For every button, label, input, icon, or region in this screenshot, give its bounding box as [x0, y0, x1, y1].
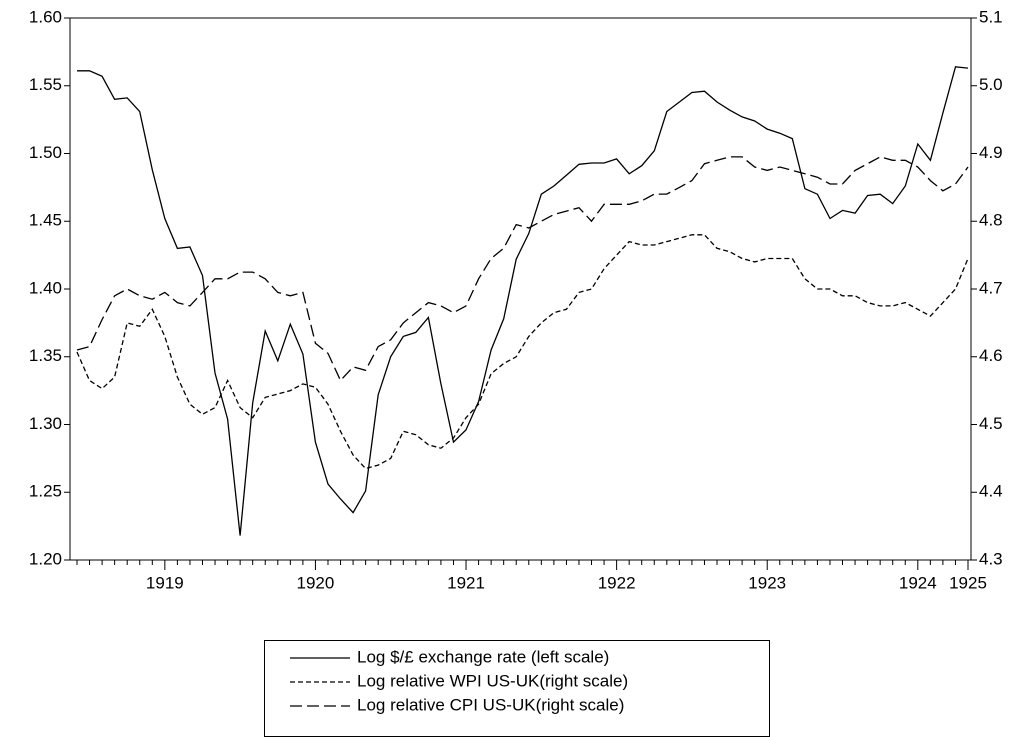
x-tick-label: 1924: [899, 573, 937, 592]
x-tick-label: 1922: [598, 573, 636, 592]
legend-label: Log relative WPI US-UK(right scale): [357, 671, 628, 690]
legend-label: Log relative CPI US-UK(right scale): [357, 695, 624, 714]
legend-label: Log $/£ exchange rate (left scale): [357, 647, 609, 666]
y-tick-label: 1.25: [29, 482, 62, 501]
y2-tick-label: 4.7: [979, 278, 1003, 297]
y-tick-label: 1.20: [29, 549, 62, 568]
series-line: [77, 66, 969, 536]
y2-tick-label: 4.3: [979, 549, 1003, 568]
y2-tick-label: 5.1: [979, 7, 1003, 26]
legend-box: [264, 640, 770, 737]
y2-tick-label: 4.8: [979, 211, 1003, 230]
y-tick-label: 1.60: [29, 7, 62, 26]
y-tick-label: 1.30: [29, 414, 62, 433]
series-line: [76, 234, 969, 470]
x-tick-label: 1919: [146, 573, 184, 592]
x-tick-label: 1920: [297, 573, 335, 592]
y-tick-label: 1.35: [29, 346, 62, 365]
x-tick-label: 1925: [949, 573, 987, 592]
y-tick-label: 1.50: [29, 143, 62, 162]
y-tick-label: 1.55: [29, 75, 62, 94]
y2-tick-label: 5.0: [979, 75, 1003, 94]
y2-tick-label: 4.4: [979, 482, 1003, 501]
x-tick-label: 1923: [748, 573, 786, 592]
y2-tick-label: 4.5: [979, 414, 1003, 433]
y2-tick-label: 4.9: [979, 143, 1003, 162]
y-tick-label: 1.40: [29, 278, 62, 297]
y-tick-label: 1.45: [29, 211, 62, 230]
series-line: [76, 156, 969, 382]
y2-tick-label: 4.6: [979, 346, 1003, 365]
x-tick-label: 1921: [447, 573, 485, 592]
